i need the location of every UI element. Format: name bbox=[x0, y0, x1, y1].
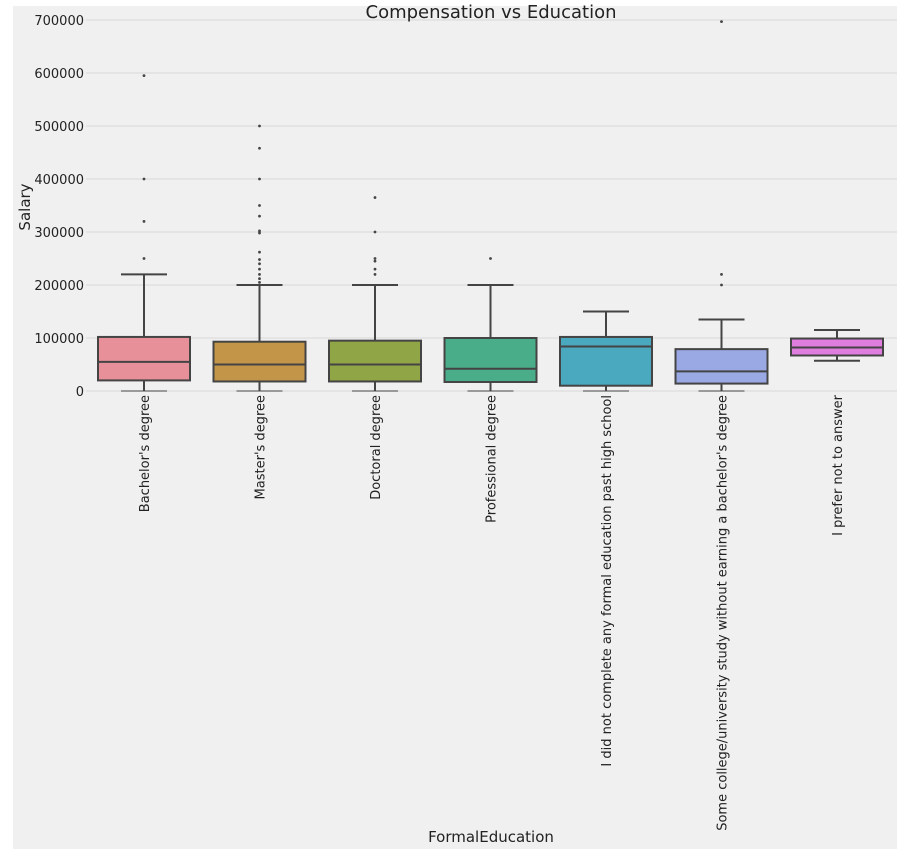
x-axis-ticks: Bachelor's degree Master's degree Doctoral… bbox=[138, 394, 846, 830]
outlier-point bbox=[258, 262, 261, 266]
chart-title: Compensation vs Education bbox=[366, 2, 617, 23]
outlier-point bbox=[142, 220, 146, 223]
outlier-point bbox=[258, 277, 261, 281]
box-group bbox=[559, 310, 653, 392]
outlier-point bbox=[142, 177, 146, 181]
outlier-point bbox=[373, 259, 377, 263]
outlier-point bbox=[142, 257, 146, 260]
outlier-point bbox=[258, 177, 261, 181]
iqr-box bbox=[443, 337, 538, 383]
box-group bbox=[328, 196, 422, 392]
x-tick-label: I prefer not to answer bbox=[831, 394, 846, 536]
box-group bbox=[212, 124, 307, 392]
x-tick-label: Some college/university study without ea… bbox=[716, 395, 731, 831]
y-tick-label: 700000 bbox=[34, 14, 84, 29]
box-group bbox=[443, 257, 538, 392]
y-tick-label: 500000 bbox=[34, 120, 84, 135]
outlier-point bbox=[720, 283, 723, 287]
iqr-box bbox=[97, 335, 191, 382]
y-tick-label: 400000 bbox=[34, 173, 84, 188]
box-group bbox=[97, 74, 191, 392]
outlier-point bbox=[258, 214, 261, 218]
x-tick-label: Master's degree bbox=[254, 395, 269, 499]
outlier-point bbox=[258, 273, 261, 276]
outlier-point bbox=[258, 250, 261, 254]
iqr-box bbox=[674, 348, 769, 385]
y-tick-label: 200000 bbox=[34, 279, 84, 294]
box-series bbox=[97, 20, 884, 392]
outlier-point bbox=[720, 273, 723, 276]
outlier-point bbox=[373, 267, 377, 271]
y-tick-label: 600000 bbox=[34, 67, 84, 82]
outlier-point bbox=[258, 280, 261, 284]
y-axis-ticks: 0 100000 200000 300000 400000 500000 600000 700… bbox=[34, 14, 84, 400]
outlier-point bbox=[258, 231, 261, 235]
y-axis-label: Salary bbox=[16, 183, 34, 230]
outlier-point bbox=[489, 257, 492, 260]
iqr-box bbox=[212, 340, 307, 383]
iqr-box bbox=[328, 339, 422, 383]
x-tick-label: Professional degree bbox=[485, 395, 500, 523]
y-tick-label: 0 bbox=[76, 385, 84, 400]
outlier-point bbox=[258, 258, 261, 261]
outlier-point bbox=[373, 257, 377, 260]
box-group bbox=[674, 20, 769, 392]
x-tick-label: Bachelor's degree bbox=[138, 395, 153, 512]
x-axis-label: FormalEducation bbox=[428, 828, 554, 846]
box-group bbox=[790, 329, 884, 362]
x-tick-label: I did not complete any formal education … bbox=[600, 395, 615, 767]
outlier-point bbox=[258, 267, 261, 271]
outlier-point bbox=[373, 273, 377, 276]
outlier-point bbox=[258, 146, 261, 150]
outlier-point bbox=[258, 204, 261, 207]
x-tick-label: Doctoral degree bbox=[369, 395, 384, 500]
outlier-point bbox=[258, 124, 261, 128]
outlier-point bbox=[373, 196, 377, 199]
y-tick-label: 100000 bbox=[34, 332, 84, 347]
outlier-point bbox=[720, 20, 723, 23]
y-tick-label: 300000 bbox=[34, 226, 84, 241]
outlier-point bbox=[258, 229, 261, 233]
figure-background bbox=[13, 6, 897, 849]
iqr-box bbox=[559, 335, 653, 387]
outlier-point bbox=[373, 230, 377, 234]
outlier-point bbox=[142, 74, 146, 78]
